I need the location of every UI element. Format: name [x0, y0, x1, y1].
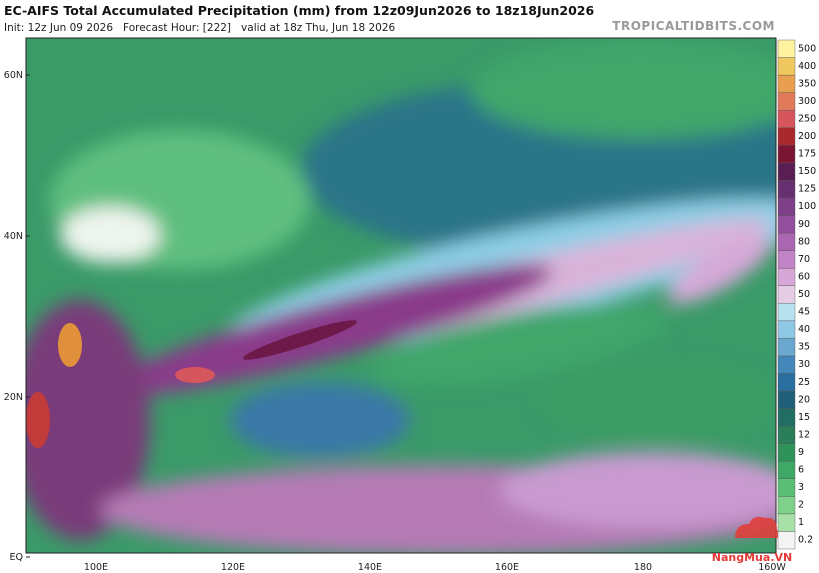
colorbar-swatch	[777, 250, 796, 269]
colorbar-swatch	[777, 373, 796, 392]
colorbar-label: 175	[798, 149, 816, 160]
lat-label: 20N	[4, 392, 23, 403]
colorbar-label: 30	[798, 359, 810, 370]
colorbar-label: 250	[798, 113, 816, 124]
colorbar-label: 15	[798, 412, 810, 423]
colorbar-swatch	[777, 110, 796, 128]
colorbar-swatch	[777, 57, 796, 76]
lon-label: 100E	[84, 562, 108, 573]
lon-label: 180	[634, 562, 652, 573]
colorbar-swatch	[777, 145, 796, 164]
colorbar-label: 12	[798, 429, 810, 440]
colorbar-label: 300	[798, 96, 816, 107]
colorbar-label: 80	[798, 236, 810, 247]
colorbar-label: 45	[798, 307, 810, 318]
colorbar-label: 125	[798, 184, 816, 195]
colorbar-label: 200	[798, 131, 816, 142]
colorbar-swatch	[777, 338, 796, 357]
colorbar-swatch	[777, 285, 796, 304]
colorbar-label: 2	[798, 500, 804, 511]
site-credit: TROPICALTIDBITS.COM	[612, 19, 775, 33]
colorbar-swatch	[777, 513, 796, 532]
colorbar-swatch	[777, 162, 796, 181]
colorbar-label: 3	[798, 482, 804, 493]
colorbar-swatch	[777, 408, 796, 427]
colorbar-swatch	[777, 39, 796, 58]
colorbar-label: 1	[798, 517, 804, 528]
colorbar-swatch	[777, 267, 796, 286]
colorbar-swatch	[777, 425, 796, 444]
colorbar-swatch	[777, 461, 796, 479]
watermark: NangMua.VN	[712, 516, 792, 564]
colorbar-swatch	[777, 496, 796, 515]
map-frame	[25, 37, 777, 554]
lat-label: EQ	[10, 552, 23, 563]
title: EC-AIFS Total Accumulated Precipitation …	[4, 3, 595, 18]
colorbar-swatch	[777, 390, 796, 409]
colorbar-swatch	[777, 478, 796, 497]
colorbar-swatch	[777, 355, 796, 374]
colorbar-swatch	[777, 180, 796, 199]
colorbar-label: 50	[798, 289, 810, 300]
colorbar-label: 400	[798, 61, 816, 72]
colorbar-swatch	[777, 127, 796, 146]
colorbar-swatch	[777, 443, 796, 462]
colorbar-swatch	[777, 232, 796, 251]
colorbar-label: 35	[798, 342, 810, 353]
lon-label: 160W	[758, 562, 786, 573]
watermark-text: NangMua.VN	[712, 551, 792, 564]
colorbar-label: 40	[798, 324, 810, 335]
colorbar-swatch	[777, 92, 796, 111]
colorbar-label: 70	[798, 254, 810, 265]
colorbar-swatch	[777, 303, 796, 322]
colorbar-label: 60	[798, 271, 810, 282]
colorbar-label: 90	[798, 219, 810, 230]
lon-label: 120E	[221, 562, 245, 573]
colorbar-label: 20	[798, 394, 810, 405]
colorbar-swatch	[777, 320, 796, 339]
colorbar-swatch	[777, 197, 796, 216]
colorbar-label: 0.2	[798, 535, 813, 546]
lon-label: 140E	[358, 562, 382, 573]
lat-label: 40N	[4, 231, 23, 242]
colorbar-label: 500	[798, 43, 816, 54]
colorbar-label: 9	[798, 447, 804, 458]
colorbar-label: 150	[798, 166, 816, 177]
precip-field	[26, 38, 776, 553]
lon-label: 160E	[495, 562, 519, 573]
colorbar-label: 25	[798, 377, 810, 388]
colorbar-label: 100	[798, 201, 816, 212]
colorbar-swatch	[777, 215, 796, 234]
colorbar-label: 6	[798, 465, 804, 476]
colorbar-swatch	[777, 531, 796, 550]
subtitle: Init: 12z Jun 09 2026 Forecast Hour: [22…	[4, 22, 396, 34]
colorbar-swatch	[777, 74, 796, 93]
colorbar-label: 350	[798, 78, 816, 89]
lat-label: 60N	[4, 70, 23, 81]
